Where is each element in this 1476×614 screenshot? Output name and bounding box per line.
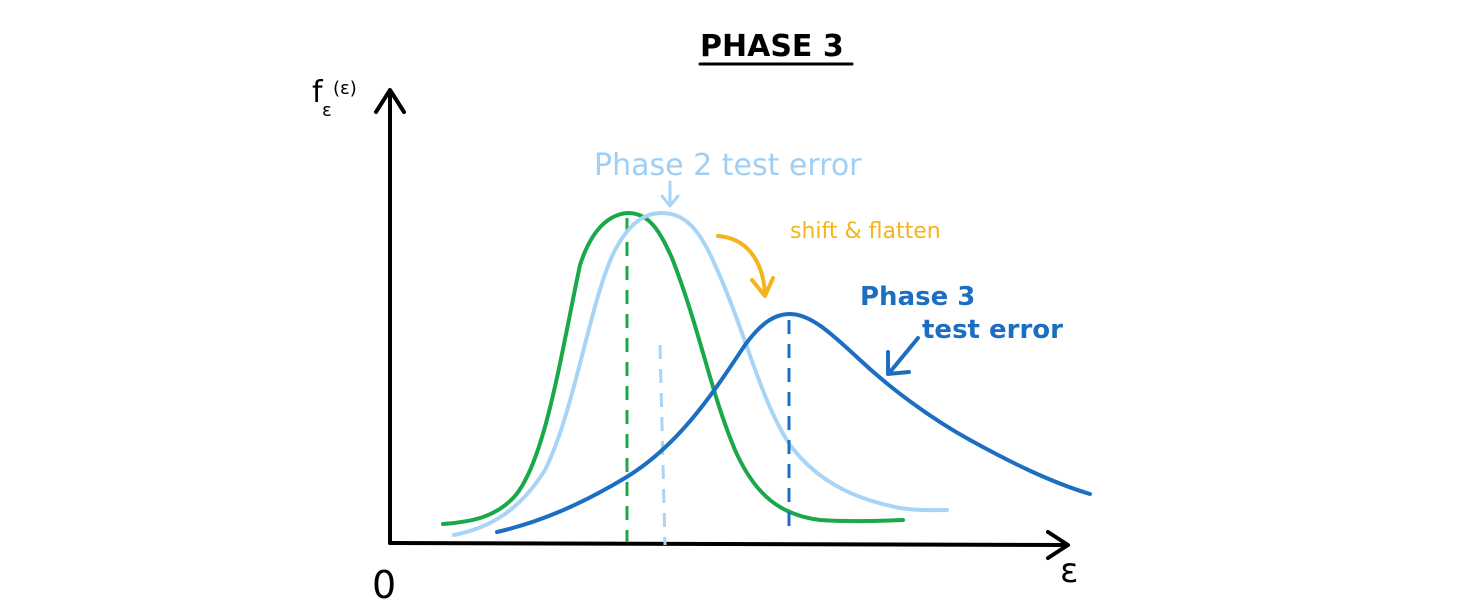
phase3-arrow-icon [886, 350, 911, 376]
y-axis-label-subscript: ε [322, 100, 332, 121]
shift-flatten-label: shift & flatten [790, 219, 941, 244]
shift-arrow-shaft [716, 234, 767, 294]
x-axis [388, 541, 1068, 547]
x-axis-arrowhead [1046, 530, 1070, 560]
phase2-arrow-icon [660, 194, 680, 208]
phase3-label-line2: test error [922, 315, 1063, 345]
phase1-curve [441, 210, 905, 526]
phase3-arrow-shaft [888, 336, 920, 374]
phase2-curve [452, 210, 949, 537]
origin-label: 0 [372, 563, 396, 607]
shift-arrow-icon [750, 276, 775, 298]
phase2-peak-marker [658, 344, 667, 546]
y-axis-label-argument: (ε) [333, 78, 357, 99]
y-axis-arrowhead [374, 88, 406, 114]
x-axis-label: ε [1060, 551, 1078, 591]
title: PHASE 3 [700, 29, 844, 64]
phase3-label-line1: Phase 3 [860, 282, 975, 312]
phase2-label: Phase 2 test error [594, 148, 862, 183]
y-axis-label-f: f [312, 75, 324, 110]
phase3-curve [495, 311, 1092, 534]
